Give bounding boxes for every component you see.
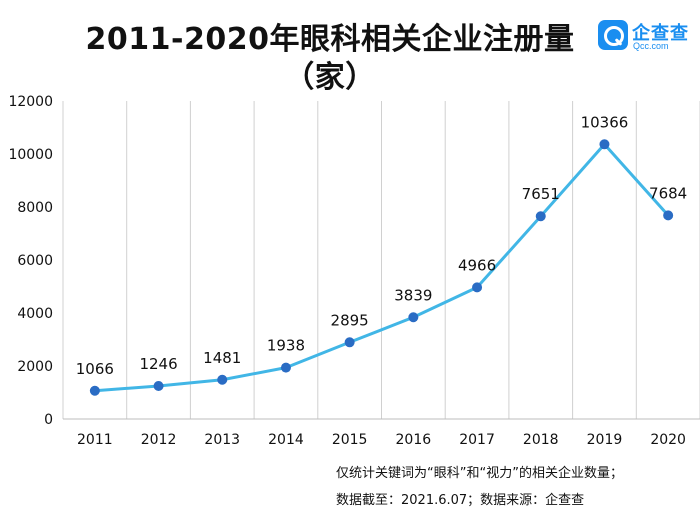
x-tick-label: 2020 <box>650 432 686 448</box>
data-point <box>663 210 674 221</box>
data-point <box>344 337 355 348</box>
y-tick-label: 10000 <box>8 147 53 163</box>
series-line <box>93 142 670 393</box>
data-point <box>535 211 546 222</box>
y-tick-label: 2000 <box>17 359 53 375</box>
y-tick-label: 8000 <box>17 200 53 216</box>
y-tick-label: 0 <box>44 412 53 428</box>
footnote-source: 数据截至：2021.6.07；数据来源：企查查 <box>336 493 585 508</box>
chart-series <box>89 139 674 396</box>
x-tick-label: 2019 <box>587 432 623 448</box>
x-tick-label: 2016 <box>396 432 432 448</box>
data-label: 7684 <box>649 184 687 202</box>
data-label: 1246 <box>139 355 177 373</box>
data-label: 4966 <box>458 256 496 274</box>
data-point <box>89 385 100 396</box>
x-tick-label: 2011 <box>77 432 113 448</box>
data-label: 1066 <box>76 360 114 378</box>
y-tick-label: 12000 <box>8 94 53 110</box>
chart-data-labels: 1066 1246 1481 1938 2895 3839 4966 7651 10366 768… <box>76 113 687 377</box>
footnote-scope: 仅统计关键词为“眼科”和“视力”的相关企业数量； <box>336 466 623 481</box>
data-point <box>153 380 164 391</box>
data-label: 7651 <box>522 185 560 203</box>
data-label: 1938 <box>267 337 305 355</box>
logo-name-en: Qcc.com <box>633 41 669 51</box>
data-label: 10366 <box>581 113 629 131</box>
y-tick-label: 4000 <box>17 306 53 322</box>
magnifier-icon <box>598 20 628 50</box>
chart-tick-labels: 0 2000 4000 6000 8000 10000 12000 2011 2012 2013 2… <box>8 94 686 448</box>
y-tick-label: 6000 <box>17 253 53 269</box>
data-point <box>408 312 419 323</box>
chart-title-line2: （家） <box>284 60 376 95</box>
chart-title-line1: 2011-2020年眼科相关企业注册量 <box>85 22 575 57</box>
qcc-logo: 企查查 Qcc.com <box>598 20 698 54</box>
data-label: 1481 <box>203 349 241 367</box>
data-label: 2895 <box>331 311 369 329</box>
x-tick-label: 2012 <box>141 432 177 448</box>
data-point <box>472 282 483 293</box>
x-tick-label: 2015 <box>332 432 368 448</box>
x-tick-label: 2014 <box>268 432 304 448</box>
x-tick-label: 2017 <box>459 432 495 448</box>
data-point <box>217 374 228 385</box>
x-tick-label: 2018 <box>523 432 559 448</box>
data-point <box>280 362 291 373</box>
x-tick-label: 2013 <box>204 432 240 448</box>
logo-name-cn: 企查查 <box>632 23 689 44</box>
data-label: 3839 <box>394 286 432 304</box>
chart-grid <box>62 101 700 419</box>
data-point <box>599 139 610 150</box>
